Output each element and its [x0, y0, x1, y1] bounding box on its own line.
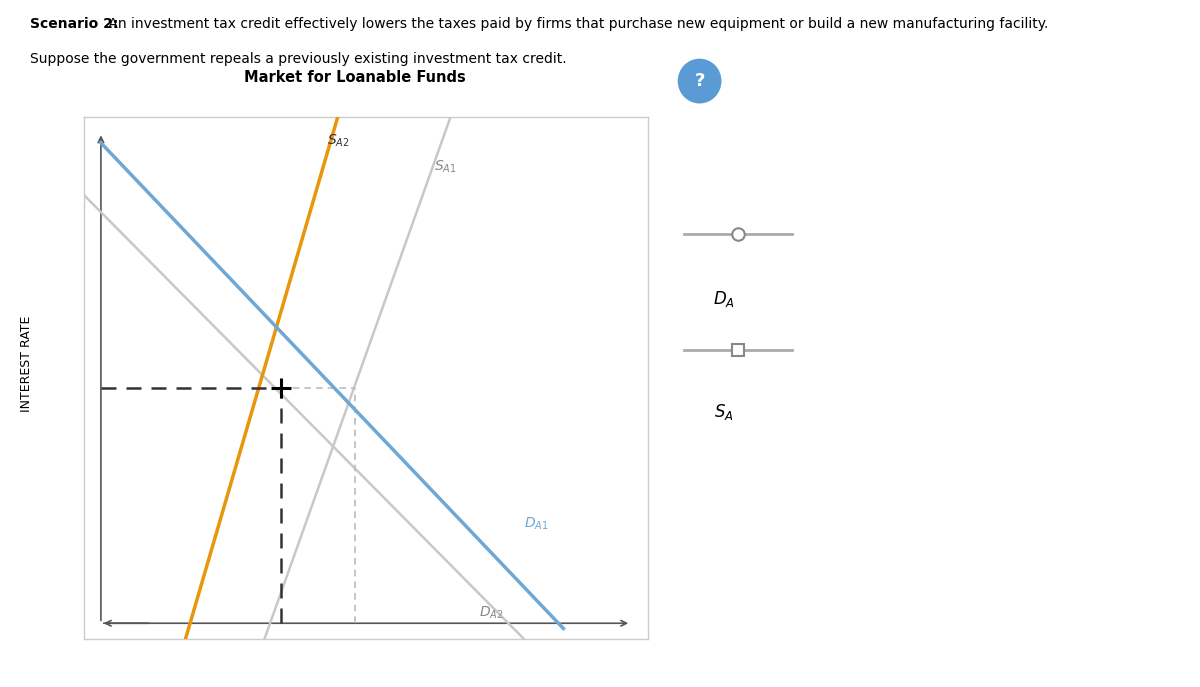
Text: ?: ?: [695, 72, 704, 90]
Text: Suppose the government repeals a previously existing investment tax credit.: Suppose the government repeals a previou…: [30, 52, 566, 65]
Text: An investment tax credit effectively lowers the taxes paid by firms that purchas: An investment tax credit effectively low…: [104, 17, 1049, 31]
Text: INTEREST RATE: INTEREST RATE: [20, 316, 32, 412]
Text: Market for Loanable Funds: Market for Loanable Funds: [244, 71, 466, 85]
Text: $D_A$: $D_A$: [713, 289, 734, 309]
Text: $D_{A2}$: $D_{A2}$: [479, 605, 503, 621]
Text: $S_{A2}$: $S_{A2}$: [326, 133, 349, 149]
Circle shape: [678, 58, 721, 104]
Text: $S_A$: $S_A$: [714, 402, 733, 423]
Text: Scenario 2:: Scenario 2:: [30, 17, 119, 31]
Text: $D_{A1}$: $D_{A1}$: [524, 516, 548, 532]
Text: $S_{A1}$: $S_{A1}$: [433, 159, 456, 175]
